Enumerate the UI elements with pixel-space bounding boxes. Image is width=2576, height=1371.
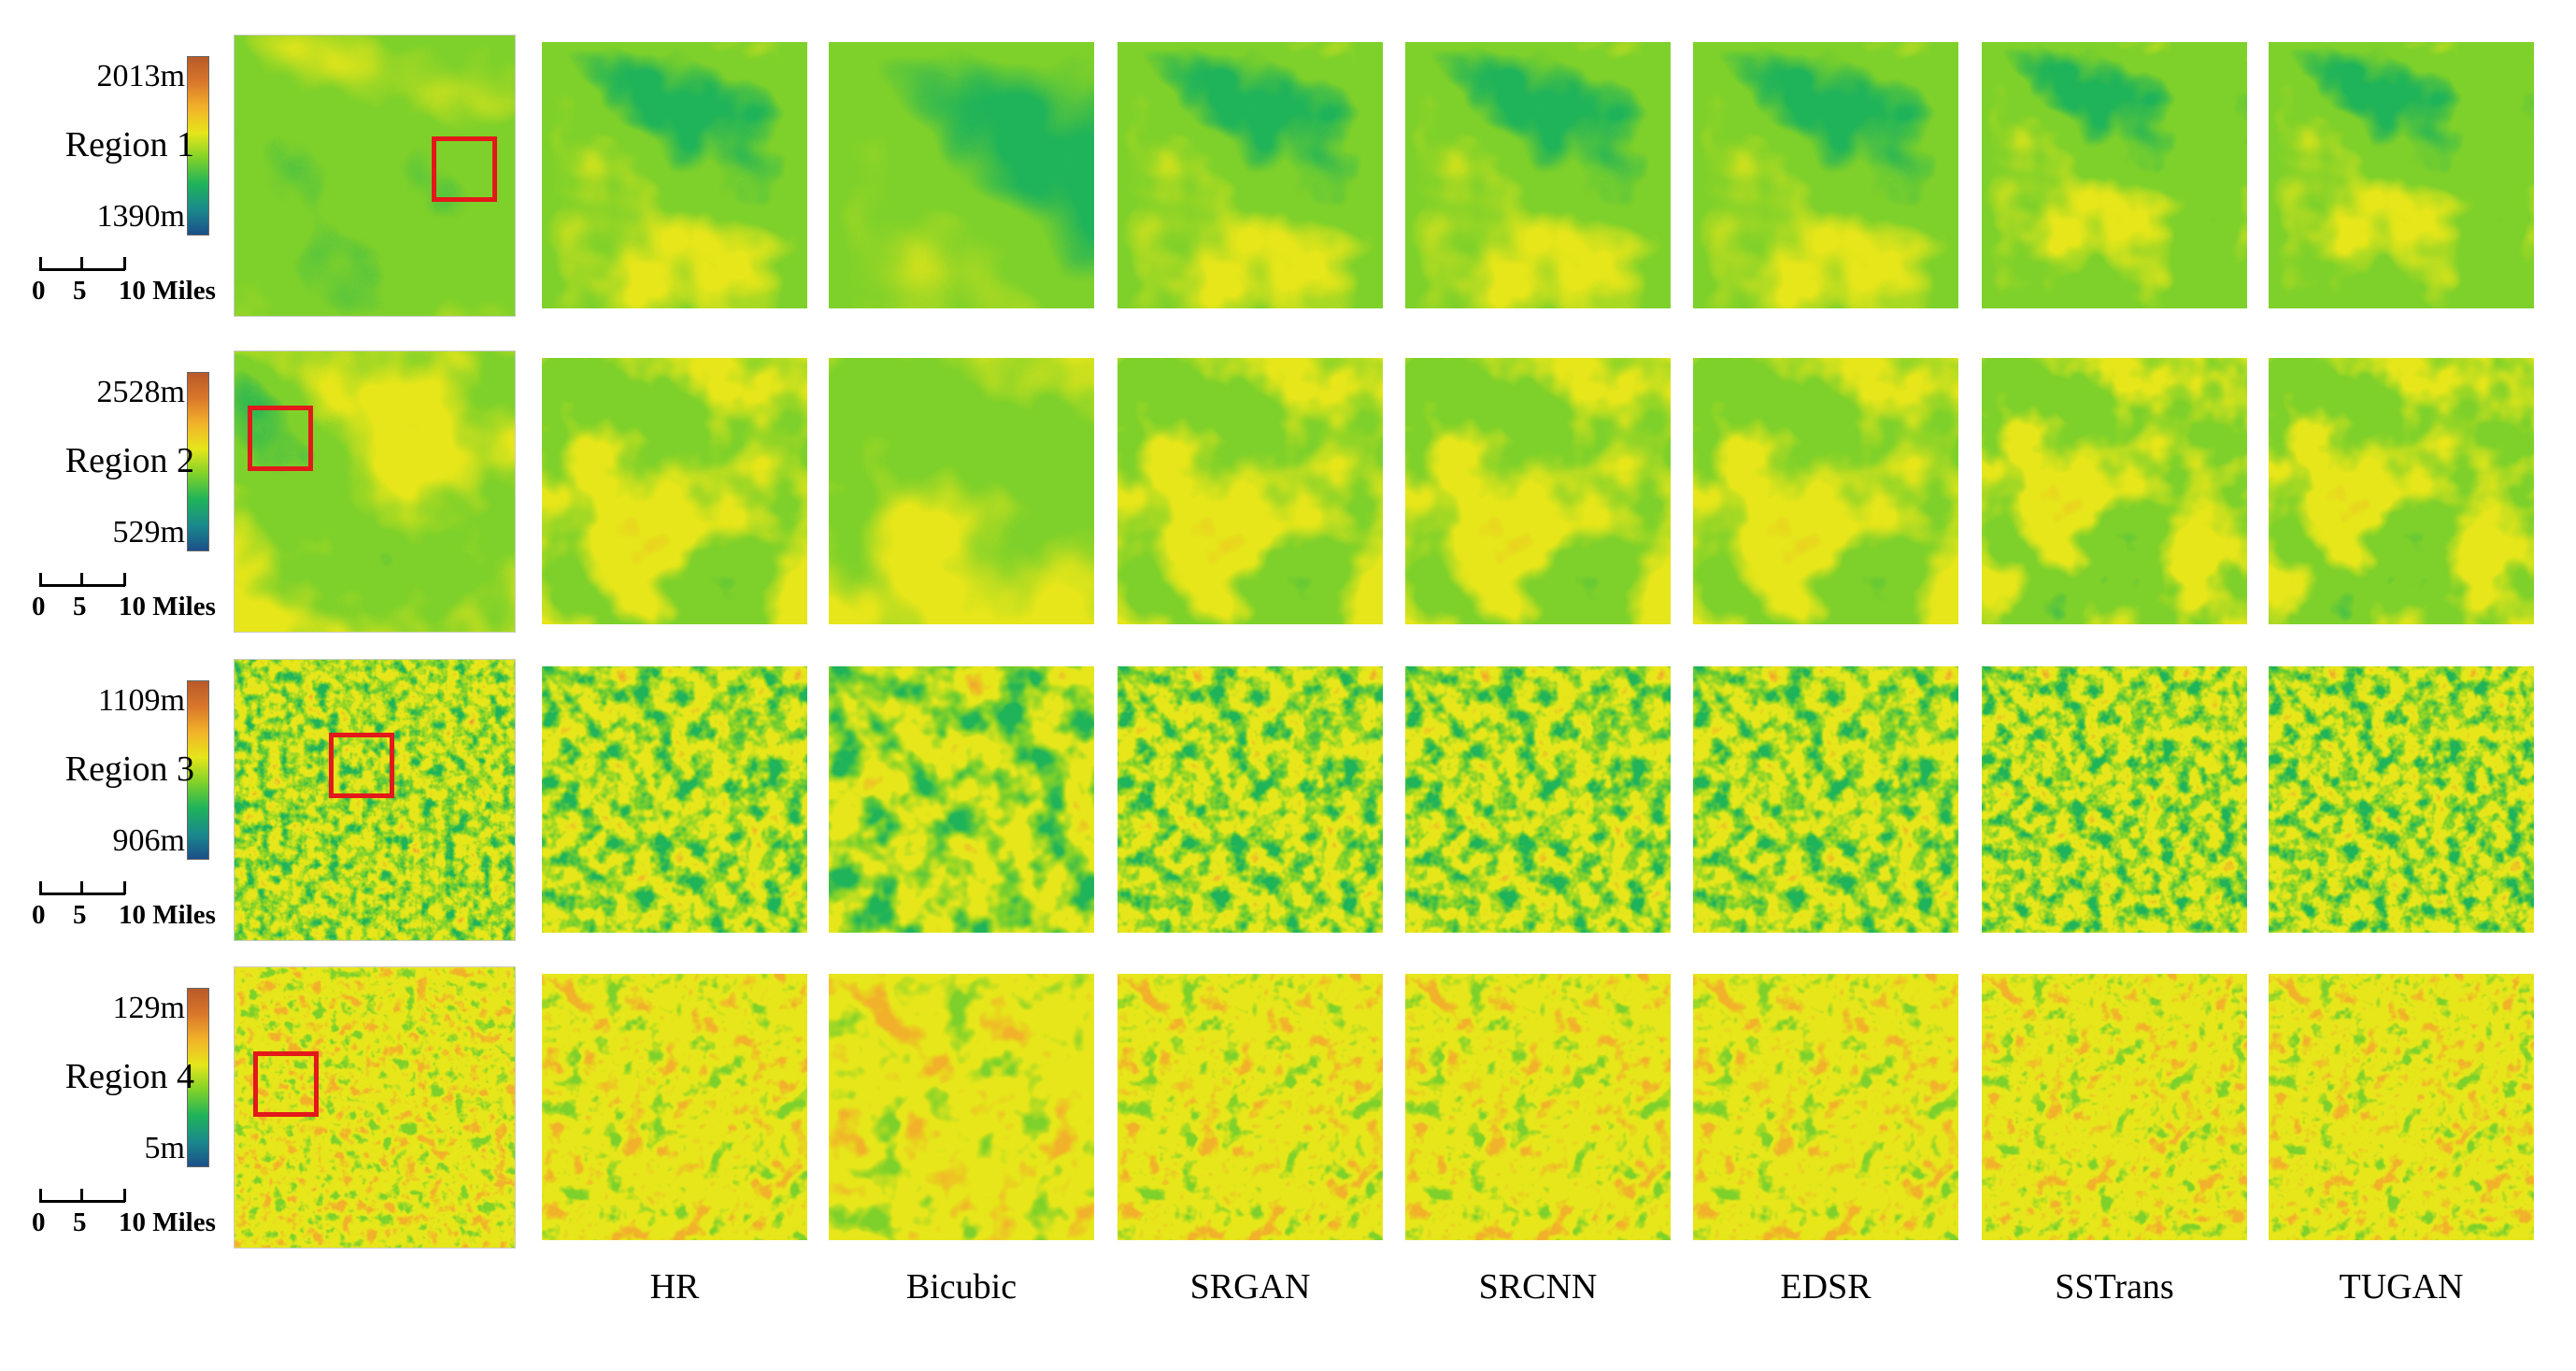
scale-bar-zero: 0	[32, 592, 46, 621]
result-tile-srcnn	[1405, 666, 1671, 933]
result-tile-srgan	[1117, 42, 1383, 308]
scale-bar-tick	[123, 573, 126, 586]
elevation-min-label: 529m	[112, 515, 185, 550]
result-tile-tugan	[2269, 666, 2534, 933]
zoom-region-box	[253, 1051, 319, 1117]
scale-bar-ten: 10 Miles	[119, 592, 216, 621]
result-tile-srgan	[1117, 666, 1383, 933]
result-tile-hr	[542, 358, 807, 624]
result-tile-srgan	[1117, 358, 1383, 624]
scale-bar-tick	[80, 257, 83, 270]
result-tile-edsr	[1693, 42, 1958, 308]
zoom-region-box	[248, 406, 313, 471]
method-label-edsr: EDSR	[1780, 1267, 1872, 1307]
result-tile-edsr	[1693, 974, 1958, 1240]
result-tile-sstrans	[1982, 974, 2247, 1240]
scale-bar-tick	[39, 257, 42, 270]
scale-bar-tick	[123, 257, 126, 270]
region-label: Region 2	[64, 441, 194, 480]
elevation-max-label: 129m	[112, 991, 185, 1025]
scale-bar-zero: 0	[32, 276, 46, 306]
result-tile-bicubic	[829, 974, 1094, 1240]
scale-bar-tick	[123, 1189, 126, 1202]
method-label-srcnn: SRCNN	[1478, 1267, 1598, 1307]
method-label-bicubic: Bicubic	[905, 1267, 1018, 1307]
method-label-tugan: TUGAN	[2339, 1267, 2464, 1307]
scale-bar: 0 5 10 Miles	[32, 1189, 234, 1245]
scale-bar-five: 5	[73, 276, 87, 306]
result-tile-tugan	[2269, 42, 2534, 308]
region-label: Region 1	[64, 125, 194, 164]
elevation-max-label: 2013m	[96, 59, 185, 93]
elevation-max-label: 2528m	[96, 375, 185, 409]
elevation-min-label: 906m	[112, 823, 185, 858]
elevation-legend-bar	[187, 988, 209, 1167]
result-tile-sstrans	[1982, 42, 2247, 308]
elevation-legend-bar	[187, 372, 209, 551]
result-tile-edsr	[1693, 358, 1958, 624]
result-tile-sstrans	[1982, 666, 2247, 933]
scale-bar: 0 5 10 Miles	[32, 257, 234, 313]
scale-bar-zero: 0	[32, 1207, 46, 1237]
result-tile-edsr	[1693, 666, 1958, 933]
result-tile-bicubic	[829, 42, 1094, 308]
result-tile-hr	[542, 666, 807, 933]
zoom-region-box	[432, 136, 497, 202]
result-tile-tugan	[2269, 358, 2534, 624]
elevation-legend-bar	[187, 680, 209, 860]
result-tile-hr	[542, 42, 807, 308]
scale-bar-five: 5	[73, 1207, 87, 1237]
result-tile-srcnn	[1405, 358, 1671, 624]
elevation-legend-bar	[187, 56, 209, 236]
region-overview-map	[234, 659, 516, 941]
result-tile-bicubic	[829, 358, 1094, 624]
region-overview-map	[234, 35, 516, 317]
method-label-sstrans: SSTrans	[2055, 1267, 2174, 1307]
region-overview-map	[234, 966, 516, 1249]
region-label: Region 3	[64, 750, 194, 789]
result-tile-srcnn	[1405, 974, 1671, 1240]
region-overview-map	[234, 350, 516, 633]
scale-bar-ten: 10 Miles	[119, 276, 216, 306]
elevation-max-label: 1109m	[97, 683, 185, 718]
result-tile-tugan	[2269, 974, 2534, 1240]
scale-bar-tick	[39, 573, 42, 586]
scale-bar-ten: 10 Miles	[119, 900, 216, 930]
result-tile-srgan	[1117, 974, 1383, 1240]
scale-bar-tick	[39, 881, 42, 894]
scale-bar-tick	[123, 881, 126, 894]
scale-bar-five: 5	[73, 900, 87, 930]
region-label: Region 4	[64, 1057, 194, 1096]
method-label-srgan: SRGAN	[1189, 1267, 1311, 1307]
result-tile-bicubic	[829, 666, 1094, 933]
elevation-min-label: 1390m	[96, 199, 185, 234]
scale-bar-ten: 10 Miles	[119, 1207, 216, 1237]
scale-bar-tick	[80, 573, 83, 586]
elevation-min-label: 5m	[144, 1131, 185, 1165]
scale-bar-tick	[80, 881, 83, 894]
scale-bar: 0 5 10 Miles	[32, 573, 234, 629]
scale-bar-five: 5	[73, 592, 87, 621]
result-tile-hr	[542, 974, 807, 1240]
scale-bar-tick	[80, 1189, 83, 1202]
result-tile-sstrans	[1982, 358, 2247, 624]
zoom-region-box	[329, 733, 394, 798]
method-label-hr: HR	[649, 1267, 700, 1307]
scale-bar-zero: 0	[32, 900, 46, 930]
result-tile-srcnn	[1405, 42, 1671, 308]
scale-bar-tick	[39, 1189, 42, 1202]
scale-bar: 0 5 10 Miles	[32, 881, 234, 937]
